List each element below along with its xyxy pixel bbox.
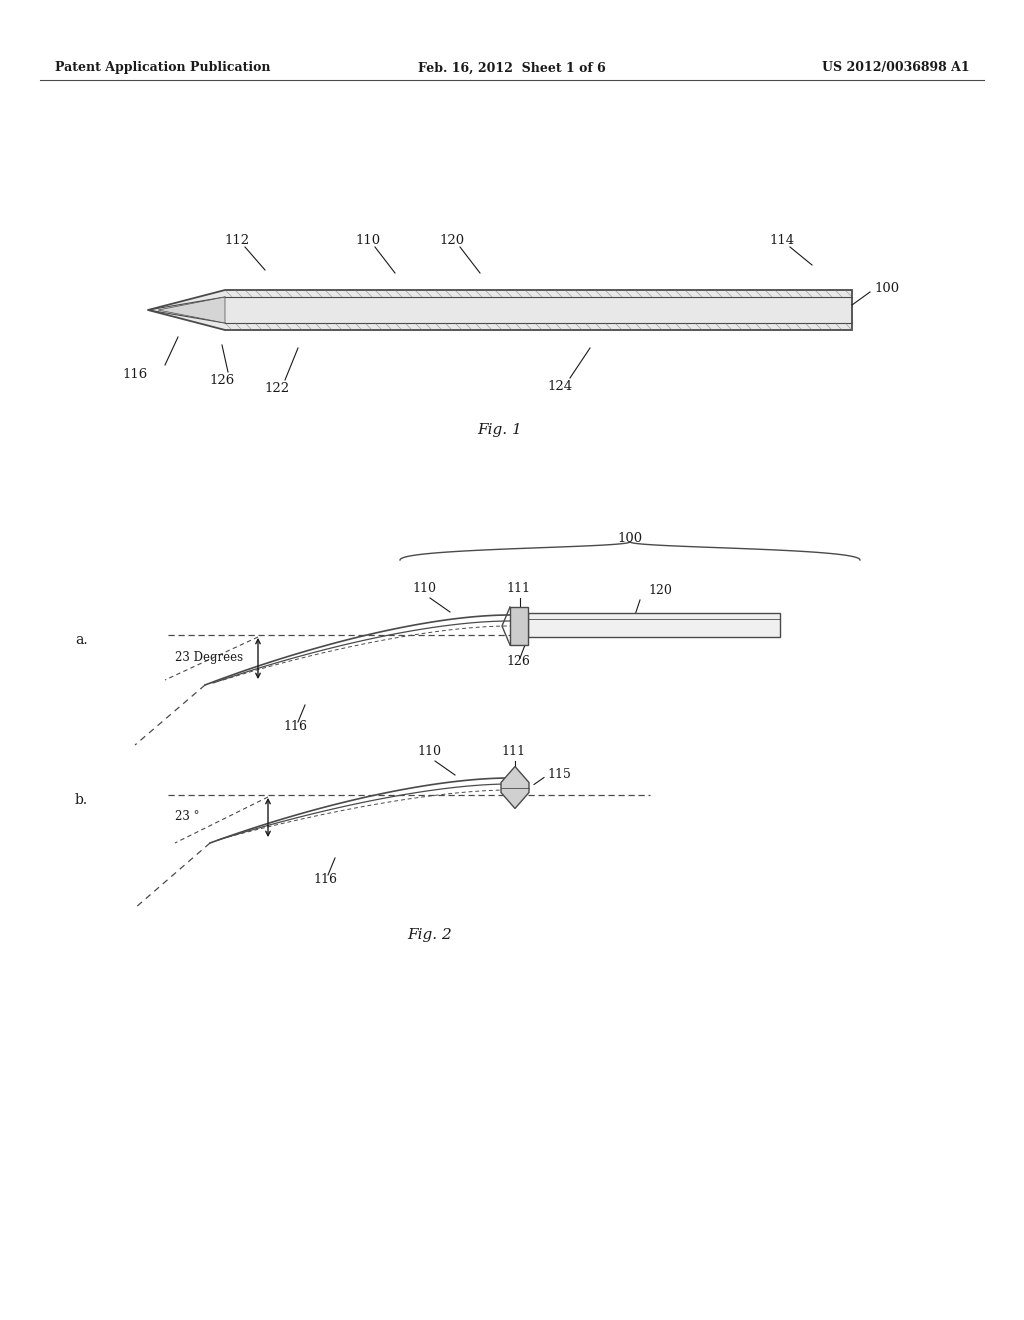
Text: 100: 100 (617, 532, 643, 544)
Text: 120: 120 (439, 234, 465, 247)
Text: 112: 112 (224, 234, 250, 247)
Text: 110: 110 (355, 234, 381, 247)
Text: 122: 122 (264, 381, 290, 395)
Text: Patent Application Publication: Patent Application Publication (55, 62, 270, 74)
Text: Fig. 2: Fig. 2 (408, 928, 453, 942)
Text: Fig. 1: Fig. 1 (477, 422, 522, 437)
Text: a.: a. (75, 634, 88, 647)
Text: 110: 110 (417, 744, 441, 758)
Text: 120: 120 (648, 583, 672, 597)
Polygon shape (528, 612, 780, 638)
Text: 126: 126 (209, 374, 234, 387)
Text: 124: 124 (548, 380, 572, 392)
Text: 23 Degrees: 23 Degrees (175, 652, 243, 664)
Polygon shape (501, 767, 529, 808)
Text: 116: 116 (313, 873, 337, 886)
Text: Feb. 16, 2012  Sheet 1 of 6: Feb. 16, 2012 Sheet 1 of 6 (418, 62, 606, 74)
Text: 115: 115 (547, 768, 570, 781)
Text: 100: 100 (874, 281, 899, 294)
Text: 116: 116 (123, 367, 147, 380)
Text: 126: 126 (506, 655, 530, 668)
Text: US 2012/0036898 A1: US 2012/0036898 A1 (822, 62, 970, 74)
Polygon shape (158, 297, 225, 323)
Text: 114: 114 (769, 234, 795, 247)
Text: 23 °: 23 ° (175, 810, 200, 824)
Text: 111: 111 (506, 582, 530, 595)
Text: b.: b. (75, 793, 88, 807)
Text: 110: 110 (412, 582, 436, 595)
Polygon shape (148, 290, 852, 330)
Text: 116: 116 (283, 719, 307, 733)
Text: 111: 111 (501, 744, 525, 758)
Polygon shape (510, 607, 528, 645)
